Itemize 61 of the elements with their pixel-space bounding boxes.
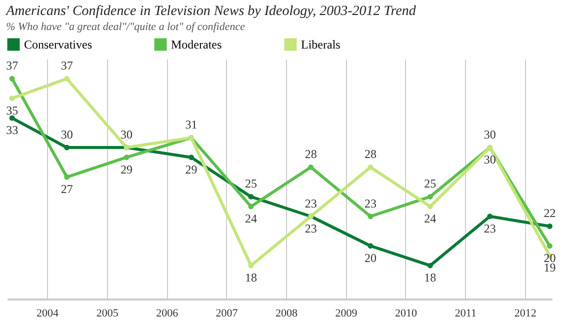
data-label: 33 [6, 123, 18, 138]
data-label: 30 [484, 152, 496, 167]
point [248, 262, 254, 268]
data-label: 25 [424, 176, 436, 191]
data-label: 29 [120, 162, 133, 176]
data-label: 22 [544, 206, 556, 220]
data-label: 35 [6, 103, 18, 118]
point [546, 243, 552, 249]
x-tick-label: 2004 [36, 308, 60, 320]
data-label: 23 [304, 221, 317, 236]
x-tick-label: 2009 [335, 308, 358, 320]
point [64, 144, 70, 150]
point [427, 204, 433, 210]
legend-label: Conservatives [24, 38, 92, 52]
data-label: 28 [304, 147, 317, 162]
point [248, 204, 254, 210]
point [427, 194, 433, 200]
point [9, 115, 15, 121]
x-tick-label: 2005 [96, 308, 119, 320]
point [487, 214, 493, 220]
data-label: 30 [484, 128, 496, 142]
data-label: 28 [364, 147, 376, 162]
point [64, 76, 70, 82]
data-label: 37 [6, 58, 18, 73]
x-tick-label: 2012 [514, 308, 536, 320]
data-label: 30 [120, 128, 133, 142]
data-label: 24 [244, 212, 257, 226]
point [248, 194, 254, 200]
x-tick-label: 2006 [156, 308, 179, 320]
legend-label: Moderates [171, 38, 222, 52]
data-label: 23 [364, 196, 376, 210]
data-label: 24 [424, 212, 436, 226]
data-label: 23 [304, 196, 317, 210]
point [9, 96, 15, 102]
data-label: 37 [60, 58, 73, 73]
legend-label: Liberals [301, 38, 341, 52]
point [427, 262, 433, 268]
x-tick-label: 2010 [394, 308, 418, 320]
data-label: 25 [244, 176, 257, 191]
data-label: 20 [364, 250, 376, 265]
point [546, 223, 552, 229]
point [368, 243, 374, 249]
point [9, 76, 15, 82]
data-label: 18 [244, 270, 257, 285]
data-label: 23 [484, 221, 496, 236]
data-label: 31 [185, 118, 198, 132]
data-label: 29 [185, 162, 198, 176]
point [368, 164, 374, 170]
x-tick-label: 2011 [454, 308, 476, 320]
point [64, 174, 70, 180]
x-tick-label: 2007 [216, 308, 238, 320]
chart-title: Americans' Confidence in Television News by Ideology, 2003-2012 Trend [5, 4, 417, 19]
data-label: 27 [60, 182, 73, 196]
data-label: 18 [424, 270, 436, 285]
x-tick-label: 2008 [275, 308, 298, 320]
chart-subtitle: % Who have "a great deal"/"quite a lot" of confidence [6, 21, 246, 33]
point [124, 154, 130, 160]
point [308, 164, 314, 170]
data-label: 30 [60, 128, 73, 142]
point [368, 214, 374, 220]
point [188, 154, 194, 160]
